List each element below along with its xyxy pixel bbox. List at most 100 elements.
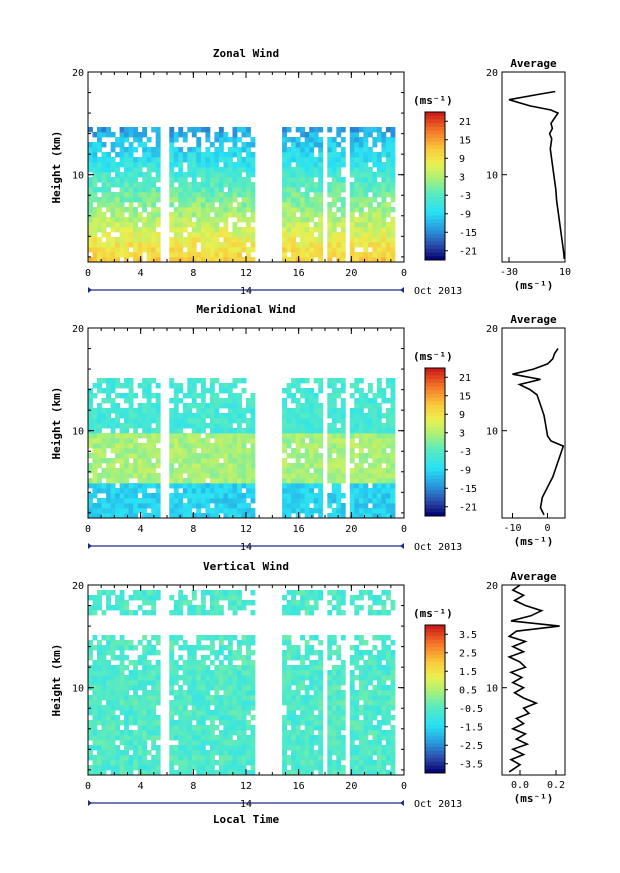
colorbar-segment [425, 230, 445, 235]
heatmap-cell [327, 398, 333, 404]
heatmap-cell [309, 157, 315, 163]
heatmap-cell [286, 212, 292, 218]
heatmap-cell [349, 172, 355, 178]
heatmap-cell [363, 488, 369, 494]
heatmap-cell [250, 640, 256, 646]
heatmap-cell [376, 428, 382, 434]
heatmap-cell [237, 605, 242, 611]
colorbar-segment [425, 245, 445, 250]
heatmap-cell [385, 423, 391, 429]
heatmap-cell [92, 167, 98, 173]
heatmap-cell [173, 670, 179, 676]
heatmap-cell [381, 468, 387, 474]
heatmap-cell [363, 197, 369, 203]
heatmap-cell [200, 645, 206, 651]
heatmap-cell [349, 488, 355, 494]
heatmap-cell [367, 428, 373, 434]
heatmap-cell [155, 635, 161, 641]
heatmap-cell [124, 498, 129, 504]
heatmap-cell [372, 685, 378, 691]
heatmap-cell [101, 610, 107, 616]
heatmap-cell [295, 610, 301, 616]
heatmap-cell [385, 172, 391, 178]
heatmap-cell [169, 247, 175, 253]
heatmap-cell [363, 670, 369, 676]
heatmap-cell [385, 418, 391, 424]
colorbar-segment [425, 471, 445, 476]
heatmap-cell [218, 735, 224, 741]
heatmap-cell [196, 227, 202, 233]
heatmap-cell [196, 660, 202, 666]
heatmap-cell [363, 172, 369, 178]
heatmap-cell [363, 443, 369, 449]
heatmap-cell [115, 222, 120, 228]
heatmap-cell [128, 448, 134, 454]
heatmap-cell [363, 640, 369, 646]
heatmap-cell [155, 453, 161, 459]
heatmap-cell [318, 217, 324, 223]
heatmap-cell [246, 680, 251, 686]
heatmap-cell [110, 252, 116, 258]
heatmap-cell [119, 393, 125, 399]
heatmap-cell [331, 418, 337, 424]
heatmap-cell [196, 488, 202, 494]
heatmap-cell [390, 438, 396, 444]
heatmap-cell [336, 715, 342, 721]
heatmap-cell [110, 202, 116, 208]
heatmap-cell [178, 755, 184, 761]
heatmap-cell [209, 640, 215, 646]
heatmap-cell [115, 730, 120, 736]
heatmap-cell [173, 725, 179, 731]
heatmap-cell [237, 172, 242, 178]
heatmap-cell [124, 760, 129, 766]
heatmap-cell [110, 483, 116, 489]
heatmap-cell [367, 423, 373, 429]
heatmap-cell [237, 127, 242, 133]
heatmap-cell [137, 750, 143, 756]
heatmap-cell [241, 438, 247, 444]
average-y-tick-label: 20 [486, 581, 498, 592]
heatmap-cell [196, 378, 202, 384]
heatmap-cell [223, 167, 229, 173]
heatmap-cell [385, 655, 391, 661]
heatmap-cell [106, 725, 111, 731]
heatmap-cell [173, 750, 179, 756]
heatmap-cell [178, 398, 184, 404]
heatmap-cell [101, 418, 107, 424]
heatmap-cell [300, 468, 306, 474]
heatmap-cell [282, 162, 287, 168]
heatmap-cell [227, 247, 233, 253]
heatmap-cell [155, 458, 161, 464]
heatmap-cell [227, 448, 233, 454]
heatmap-cell [218, 418, 224, 424]
heatmap-cell [295, 645, 301, 651]
heatmap-cell [363, 147, 369, 153]
heatmap-cell [336, 740, 342, 746]
heatmap-cell [101, 513, 107, 519]
heatmap-cell [318, 640, 324, 646]
heatmap-cell [187, 403, 193, 409]
heatmap-cell [146, 137, 152, 143]
heatmap-cell [214, 242, 220, 248]
heatmap-cell [318, 468, 324, 474]
heatmap-cell [354, 383, 360, 389]
colorbar-segment [425, 408, 445, 413]
heatmap-cell [137, 232, 143, 238]
heatmap-cell [205, 162, 211, 168]
heatmap-cell [191, 610, 197, 616]
heatmap-cell [227, 635, 233, 641]
heatmap-cell [385, 207, 391, 213]
heatmap-cell [376, 247, 382, 253]
heatmap-cell [128, 488, 134, 494]
heatmap-cell [182, 493, 188, 499]
heatmap-cell [218, 705, 224, 711]
heatmap-cell [182, 453, 188, 459]
heatmap-cell [205, 232, 211, 238]
heatmap-cell [128, 132, 134, 138]
heatmap-cell [106, 695, 111, 701]
heatmap-cell [142, 595, 148, 601]
heatmap-cell [155, 715, 161, 721]
heatmap-cell [223, 257, 229, 263]
heatmap-cell [318, 765, 324, 771]
heatmap-cell [173, 152, 179, 158]
